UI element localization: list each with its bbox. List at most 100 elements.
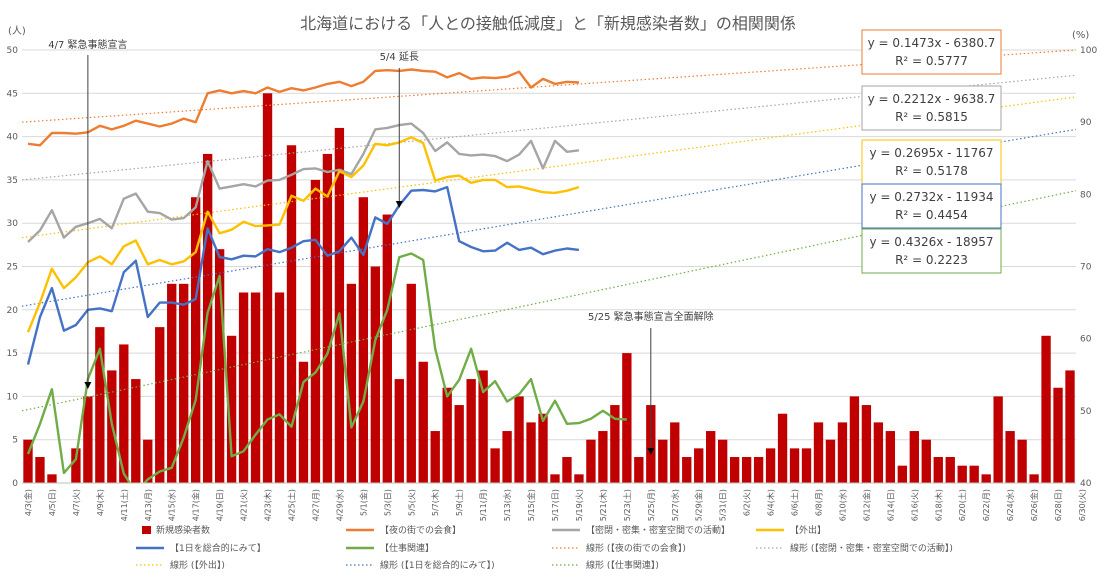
- x-tick-label: 4/27(月): [311, 489, 320, 521]
- bar-new-cases: [322, 153, 333, 484]
- y-right-tick-label: 100: [1080, 46, 1097, 56]
- x-tick-label: 4/19(日): [216, 489, 225, 521]
- trend-r2: R² = 0.4454: [895, 208, 968, 222]
- bar-new-cases: [658, 439, 668, 483]
- bar-new-cases: [574, 474, 584, 483]
- bar-new-cases: [825, 439, 836, 483]
- annotation-label: 5/25 緊急事態宣言全面解除: [588, 310, 714, 323]
- annotation-arrow: [395, 201, 403, 208]
- x-tick-label: 5/9(土): [454, 489, 464, 516]
- bar-new-cases: [610, 405, 620, 483]
- trend-equation: y = 0.4326x - 18957: [869, 235, 993, 249]
- line-series: [26, 68, 627, 483]
- chart-title: 北海道における「人との接触低減度」と「新規感染者数」の相関関係: [300, 14, 796, 33]
- x-tick-label: 6/16(火): [910, 489, 919, 521]
- x-tick-label: 6/2(火): [743, 489, 752, 516]
- bar-new-cases: [262, 93, 273, 484]
- bar-new-cases: [945, 457, 955, 483]
- y-left-tick-label: 45: [7, 89, 18, 99]
- annotation-arrow: [84, 382, 92, 389]
- bar-new-cases: [538, 413, 548, 483]
- legend-label: 線形 (【外出】): [170, 559, 225, 571]
- x-tick-label: 4/11(土): [119, 489, 129, 521]
- bar-new-cases: [981, 474, 991, 483]
- bar-new-cases: [119, 344, 129, 483]
- bar-new-cases: [682, 457, 692, 483]
- y-left-tick-label: 15: [7, 349, 18, 359]
- bar-new-cases: [298, 361, 309, 483]
- y-left-tick-label: 40: [7, 133, 19, 143]
- x-tick-label: 6/30(火): [1078, 489, 1087, 521]
- bar-new-cases: [214, 249, 225, 483]
- bar-new-cases: [837, 422, 848, 483]
- bar-new-cases: [131, 379, 141, 483]
- y-right-tick-label: 50: [1080, 407, 1092, 417]
- bar-new-cases: [83, 396, 93, 483]
- bar-new-cases: [873, 422, 884, 483]
- bar-new-cases: [861, 405, 872, 483]
- bar-new-cases: [334, 127, 345, 483]
- bar-new-cases: [885, 431, 896, 483]
- annotation-arrow: [647, 448, 655, 455]
- x-tick-label: 6/22(月): [982, 489, 991, 521]
- bar-new-cases: [933, 457, 943, 483]
- bar-new-cases: [670, 422, 680, 483]
- bar-new-cases: [741, 457, 752, 483]
- bar-new-cases: [310, 179, 321, 483]
- annotations: 4/7 緊急事態宣言 5/4 延長 5/25 緊急事態宣言全面解除: [48, 38, 714, 455]
- equation-box: [861, 228, 1002, 274]
- bar-new-cases: [370, 266, 381, 483]
- x-tick-label: 6/8(月): [814, 489, 823, 516]
- bar-new-cases: [706, 431, 716, 483]
- equation-box: [861, 183, 1002, 229]
- x-tick-label: 4/23(木): [263, 489, 273, 521]
- bar-new-cases: [813, 422, 824, 483]
- trend-r2: R² = 0.5815: [895, 110, 968, 124]
- legend-label: 【外出】: [790, 524, 826, 536]
- x-tick-label: 5/7(木): [430, 489, 440, 516]
- bar-new-cases: [346, 283, 357, 483]
- legend-label: 線形 (【仕事関連】): [586, 559, 659, 571]
- x-tick-label: 6/20(土): [957, 489, 967, 521]
- x-tick-label: 6/6(土): [790, 489, 800, 516]
- x-tick-label: 6/26(金): [1029, 489, 1039, 521]
- trend-r2: R² = 0.5178: [895, 164, 968, 178]
- bar-new-cases: [1029, 474, 1039, 483]
- bar-new-cases: [550, 474, 560, 483]
- annotation-label: 4/7 緊急事態宣言: [48, 38, 127, 51]
- x-tick-label: 5/3(日): [383, 489, 392, 516]
- bar-new-cases: [622, 353, 632, 483]
- bar-new-cases: [226, 335, 237, 483]
- y-right-unit: (%): [1072, 30, 1089, 41]
- bar-new-cases: [562, 457, 572, 483]
- x-tick-label: 4/5(日): [48, 489, 57, 516]
- bar-new-cases: [1041, 335, 1051, 483]
- trend-r2: R² = 0.2223: [895, 253, 968, 267]
- legend-label: 【密閉・密集・密室空間での活動】: [586, 524, 730, 536]
- bar-new-cases: [765, 448, 776, 483]
- bar-new-cases: [238, 292, 249, 483]
- equation-box: [861, 29, 1002, 75]
- x-tick-label: 5/13(水): [502, 489, 512, 521]
- y-right-tick-label: 60: [1080, 335, 1092, 345]
- bar-new-cases: [789, 448, 800, 483]
- series-line: [26, 185, 580, 365]
- bar-new-cases: [442, 387, 452, 483]
- y-right-tick-label: 90: [1080, 118, 1092, 128]
- trendline: [21, 74, 1077, 181]
- trendline: [21, 96, 1077, 239]
- bar-new-cases: [1065, 370, 1075, 483]
- legend-label: 新規感染者数: [156, 524, 210, 536]
- bar-new-cases: [1005, 431, 1015, 483]
- series-line: [26, 252, 627, 483]
- y-left-tick-label: 25: [7, 263, 18, 273]
- x-tick-label: 5/27(水): [670, 489, 680, 521]
- x-tick-label: 5/31(日): [719, 489, 728, 521]
- legend-label: 線形 (【夜の街での会食】): [586, 542, 686, 554]
- y-left-unit: (人): [8, 25, 26, 37]
- bar-new-cases: [849, 396, 860, 483]
- x-tick-label: 5/25(月): [647, 489, 656, 521]
- y-left-tick-label: 35: [7, 176, 18, 186]
- y-right-tick-label: 80: [1080, 190, 1092, 200]
- y-left-tick-label: 5: [12, 436, 18, 446]
